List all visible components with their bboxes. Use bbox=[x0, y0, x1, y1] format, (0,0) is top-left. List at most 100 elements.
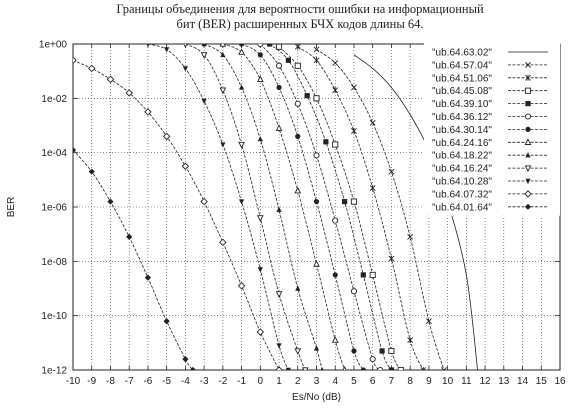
data-point bbox=[388, 367, 395, 370]
data-point bbox=[369, 356, 376, 363]
data-point bbox=[369, 271, 376, 278]
x-tick-label: -1 bbox=[237, 376, 246, 387]
data-point bbox=[220, 142, 226, 148]
x-tick-label: 4 bbox=[332, 376, 338, 387]
data-point bbox=[332, 60, 339, 66]
data-point bbox=[219, 238, 227, 247]
data-point bbox=[285, 367, 292, 370]
data-point bbox=[295, 285, 301, 291]
legend-marker bbox=[525, 101, 531, 107]
series-8 bbox=[201, 44, 324, 370]
x-tick-label: 11 bbox=[461, 376, 472, 387]
data-point bbox=[301, 367, 309, 370]
x-tick-label: 10 bbox=[442, 376, 454, 387]
data-point bbox=[388, 168, 395, 175]
data-point bbox=[379, 348, 385, 354]
chart-title-line-1: Границы объединения для вероятности ошиб… bbox=[116, 2, 484, 16]
data-point bbox=[107, 198, 114, 205]
data-point bbox=[313, 152, 320, 159]
y-tick-label: 1e-08 bbox=[41, 257, 67, 268]
chart-title-line-2: бит (BER) расширенных БЧХ кодов длины 64… bbox=[176, 17, 424, 31]
x-tick-label: 5 bbox=[351, 376, 357, 387]
data-point bbox=[237, 282, 246, 290]
data-point bbox=[332, 272, 338, 278]
x-tick-label: 1 bbox=[276, 376, 282, 387]
data-point bbox=[388, 347, 395, 355]
data-point bbox=[351, 127, 357, 134]
x-tick-label: -4 bbox=[181, 376, 190, 387]
x-tick-label: -10 bbox=[66, 376, 81, 387]
data-point bbox=[256, 75, 264, 82]
data-point bbox=[420, 367, 427, 370]
x-tick-label: -8 bbox=[106, 376, 115, 387]
data-point bbox=[257, 44, 264, 48]
data-point bbox=[200, 52, 208, 59]
data-point bbox=[350, 288, 358, 295]
x-tick-label: 3 bbox=[314, 376, 320, 387]
data-point bbox=[407, 337, 414, 344]
y-tick-label: 1e-06 bbox=[41, 203, 67, 214]
legend-label: "ub.64.01.64" bbox=[432, 202, 492, 213]
legend-label: "ub.64.07.32" bbox=[432, 189, 492, 200]
series-6 bbox=[238, 44, 366, 370]
data-point bbox=[295, 133, 301, 139]
data-point bbox=[73, 56, 77, 65]
data-point bbox=[189, 366, 196, 370]
data-point bbox=[125, 89, 133, 97]
data-point bbox=[275, 291, 283, 298]
series-4 bbox=[267, 44, 395, 370]
data-point bbox=[220, 51, 226, 58]
y-tick-label: 1e-10 bbox=[41, 311, 67, 322]
data-point bbox=[304, 93, 310, 99]
x-tick-label: 16 bbox=[554, 376, 566, 387]
legend-marker bbox=[525, 126, 531, 132]
x-tick-label: -9 bbox=[87, 376, 96, 387]
legend-marker bbox=[525, 152, 531, 158]
x-tick-label: -2 bbox=[218, 376, 227, 387]
series-1 bbox=[313, 46, 447, 370]
data-point bbox=[256, 328, 265, 336]
legend-marker bbox=[525, 74, 531, 81]
data-point bbox=[163, 318, 170, 325]
legend-label: "ub.64.39.10" bbox=[432, 99, 492, 110]
data-point bbox=[88, 168, 95, 175]
data-point bbox=[407, 233, 414, 240]
data-point bbox=[360, 272, 366, 278]
data-point bbox=[294, 100, 301, 107]
legend-marker bbox=[524, 138, 532, 145]
legend-marker bbox=[524, 203, 532, 210]
y-tick-label: 1e-02 bbox=[41, 94, 67, 105]
data-point bbox=[146, 44, 150, 47]
x-tick-label: -7 bbox=[125, 376, 134, 387]
data-point bbox=[144, 108, 152, 116]
data-point bbox=[144, 274, 152, 281]
x-tick-label: -3 bbox=[200, 376, 209, 387]
data-point bbox=[257, 52, 263, 58]
legend-label: "ub.64.18.22" bbox=[432, 151, 492, 162]
series-line bbox=[203, 44, 323, 370]
data-point bbox=[275, 366, 283, 370]
data-point bbox=[350, 198, 358, 205]
series-line bbox=[73, 149, 194, 370]
series-line bbox=[278, 46, 402, 370]
data-point bbox=[275, 62, 283, 69]
data-point bbox=[351, 84, 357, 91]
data-point bbox=[87, 64, 96, 73]
legend-marker bbox=[524, 190, 532, 198]
data-point bbox=[425, 318, 432, 325]
data-point bbox=[294, 44, 301, 50]
data-point bbox=[275, 124, 283, 131]
data-point bbox=[369, 184, 376, 191]
legend-label: "ub.64.51.06" bbox=[432, 73, 492, 84]
data-point bbox=[331, 336, 339, 343]
data-point bbox=[106, 75, 115, 84]
data-point bbox=[238, 48, 245, 55]
series-line bbox=[185, 44, 306, 370]
series-line bbox=[353, 54, 478, 370]
data-point bbox=[238, 141, 245, 149]
data-point bbox=[73, 146, 77, 154]
x-tick-label: 8 bbox=[407, 376, 413, 387]
data-point bbox=[313, 260, 320, 267]
y-tick-label: 1e-12 bbox=[41, 366, 67, 377]
